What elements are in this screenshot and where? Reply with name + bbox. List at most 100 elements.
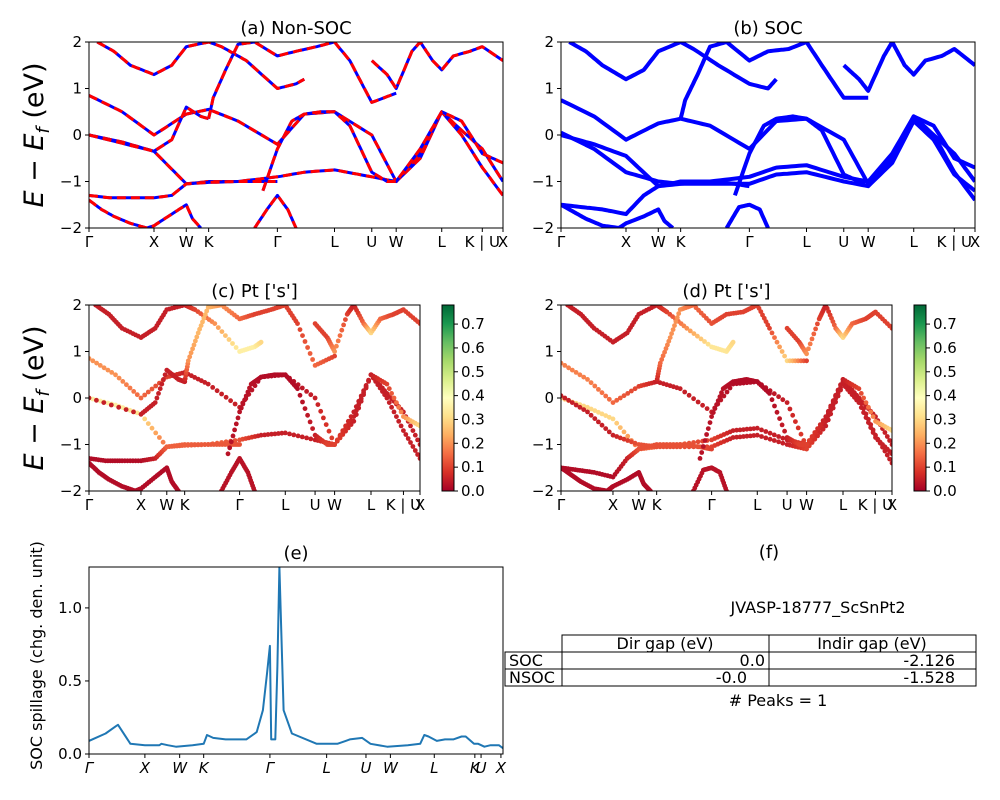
band-point (212, 321, 218, 326)
band-point (332, 442, 337, 447)
band-point (737, 427, 743, 433)
band-point (396, 418, 402, 424)
y-tick-label: −2 (60, 219, 82, 237)
band-point (700, 402, 705, 408)
band-point (337, 333, 343, 338)
band-point (581, 403, 587, 409)
band-point (870, 430, 876, 435)
plot-area (561, 305, 892, 491)
band-point (188, 350, 194, 356)
band-point (695, 399, 701, 405)
band-point (187, 354, 193, 360)
colorbar (914, 305, 926, 491)
band-point (815, 321, 820, 327)
band-point (811, 331, 817, 337)
band-point (384, 381, 390, 387)
band-line (261, 110, 503, 192)
x-tick-label: L (753, 496, 762, 514)
band-point (820, 418, 826, 423)
band-point (308, 392, 314, 398)
band-point (699, 450, 705, 455)
band-point (700, 444, 706, 449)
y-tick-label: 0.0 (58, 745, 82, 763)
band-point (724, 488, 729, 491)
colorbar (442, 305, 454, 491)
x-tick-label: U (476, 759, 487, 777)
band-point (366, 377, 371, 383)
y-tick-label: 0 (544, 389, 554, 407)
table-header-indir: Indir gap (eV) (817, 634, 927, 653)
band-point (596, 419, 601, 425)
band-point (592, 408, 598, 413)
band-point (156, 391, 161, 396)
band-point (833, 392, 838, 398)
band-point (321, 415, 326, 421)
band-point (686, 392, 692, 398)
band-point (704, 406, 710, 411)
band-point (341, 322, 346, 328)
band-point (610, 416, 616, 422)
band-line (89, 198, 202, 228)
band-point (617, 435, 623, 441)
x-tick-label: L (367, 496, 376, 514)
band-point (157, 386, 163, 392)
colorbar-tick-label: 0.3 (461, 410, 485, 428)
x-tick-label: X (608, 496, 618, 514)
band-point (323, 422, 329, 427)
band-point (730, 339, 736, 345)
band-point (585, 404, 590, 410)
axes-frame (560, 41, 976, 229)
band-point (243, 393, 249, 399)
band-point (629, 439, 634, 445)
band-point (391, 409, 397, 415)
band-point (856, 386, 862, 392)
band-point (237, 442, 243, 447)
band-point (242, 397, 248, 403)
band-point (417, 423, 420, 429)
band-point (599, 390, 605, 396)
x-tick-label: U (838, 233, 849, 251)
band-point (866, 404, 871, 410)
band-point (287, 431, 292, 437)
band-point (625, 438, 631, 443)
band-point (606, 396, 612, 402)
band-point (861, 410, 866, 415)
band-point (412, 432, 418, 438)
band-point (767, 430, 773, 436)
band-point (662, 349, 667, 355)
band-point (265, 432, 271, 437)
colorbar-tick-label: 0.5 (933, 363, 957, 381)
band-point (105, 367, 111, 373)
band-point (889, 428, 892, 433)
band-point (774, 339, 780, 345)
band-point (585, 377, 590, 382)
band-point (202, 442, 208, 447)
band-line (561, 98, 975, 186)
band-point (363, 383, 369, 388)
band-point (398, 423, 404, 429)
band-point (710, 410, 716, 415)
band-point (389, 391, 394, 396)
band-point (240, 401, 246, 407)
band-line (370, 42, 503, 90)
band-point (776, 439, 781, 445)
band-point (417, 442, 420, 447)
band-point (759, 434, 764, 439)
band-point (282, 430, 288, 436)
band-point (312, 395, 318, 401)
band-point (361, 388, 366, 394)
band-point (157, 435, 162, 440)
band-line (724, 202, 770, 228)
band-point (353, 404, 359, 409)
band-point (813, 326, 818, 332)
band-point (193, 338, 198, 344)
band-point (625, 433, 631, 439)
colorbar-tick-label: 0.1 (933, 458, 957, 476)
table-cell-nsoc-dir: -0.0 (716, 668, 747, 687)
band-point (124, 382, 129, 388)
band-point (108, 402, 114, 408)
y-tick-label: 1 (544, 343, 554, 361)
band-point (191, 342, 197, 348)
